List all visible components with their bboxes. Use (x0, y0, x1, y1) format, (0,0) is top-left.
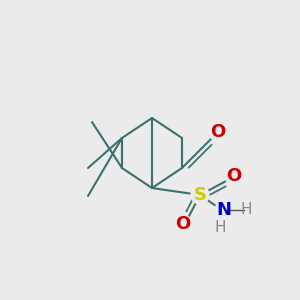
Text: O: O (210, 123, 226, 141)
Text: O: O (226, 167, 242, 185)
Text: H: H (214, 220, 226, 236)
Text: O: O (176, 215, 190, 233)
Circle shape (191, 186, 209, 204)
Text: H: H (240, 202, 252, 217)
Circle shape (225, 167, 243, 185)
Circle shape (174, 215, 192, 233)
Text: S: S (194, 186, 206, 204)
Circle shape (215, 201, 233, 219)
Text: N: N (217, 201, 232, 219)
Circle shape (209, 123, 227, 141)
